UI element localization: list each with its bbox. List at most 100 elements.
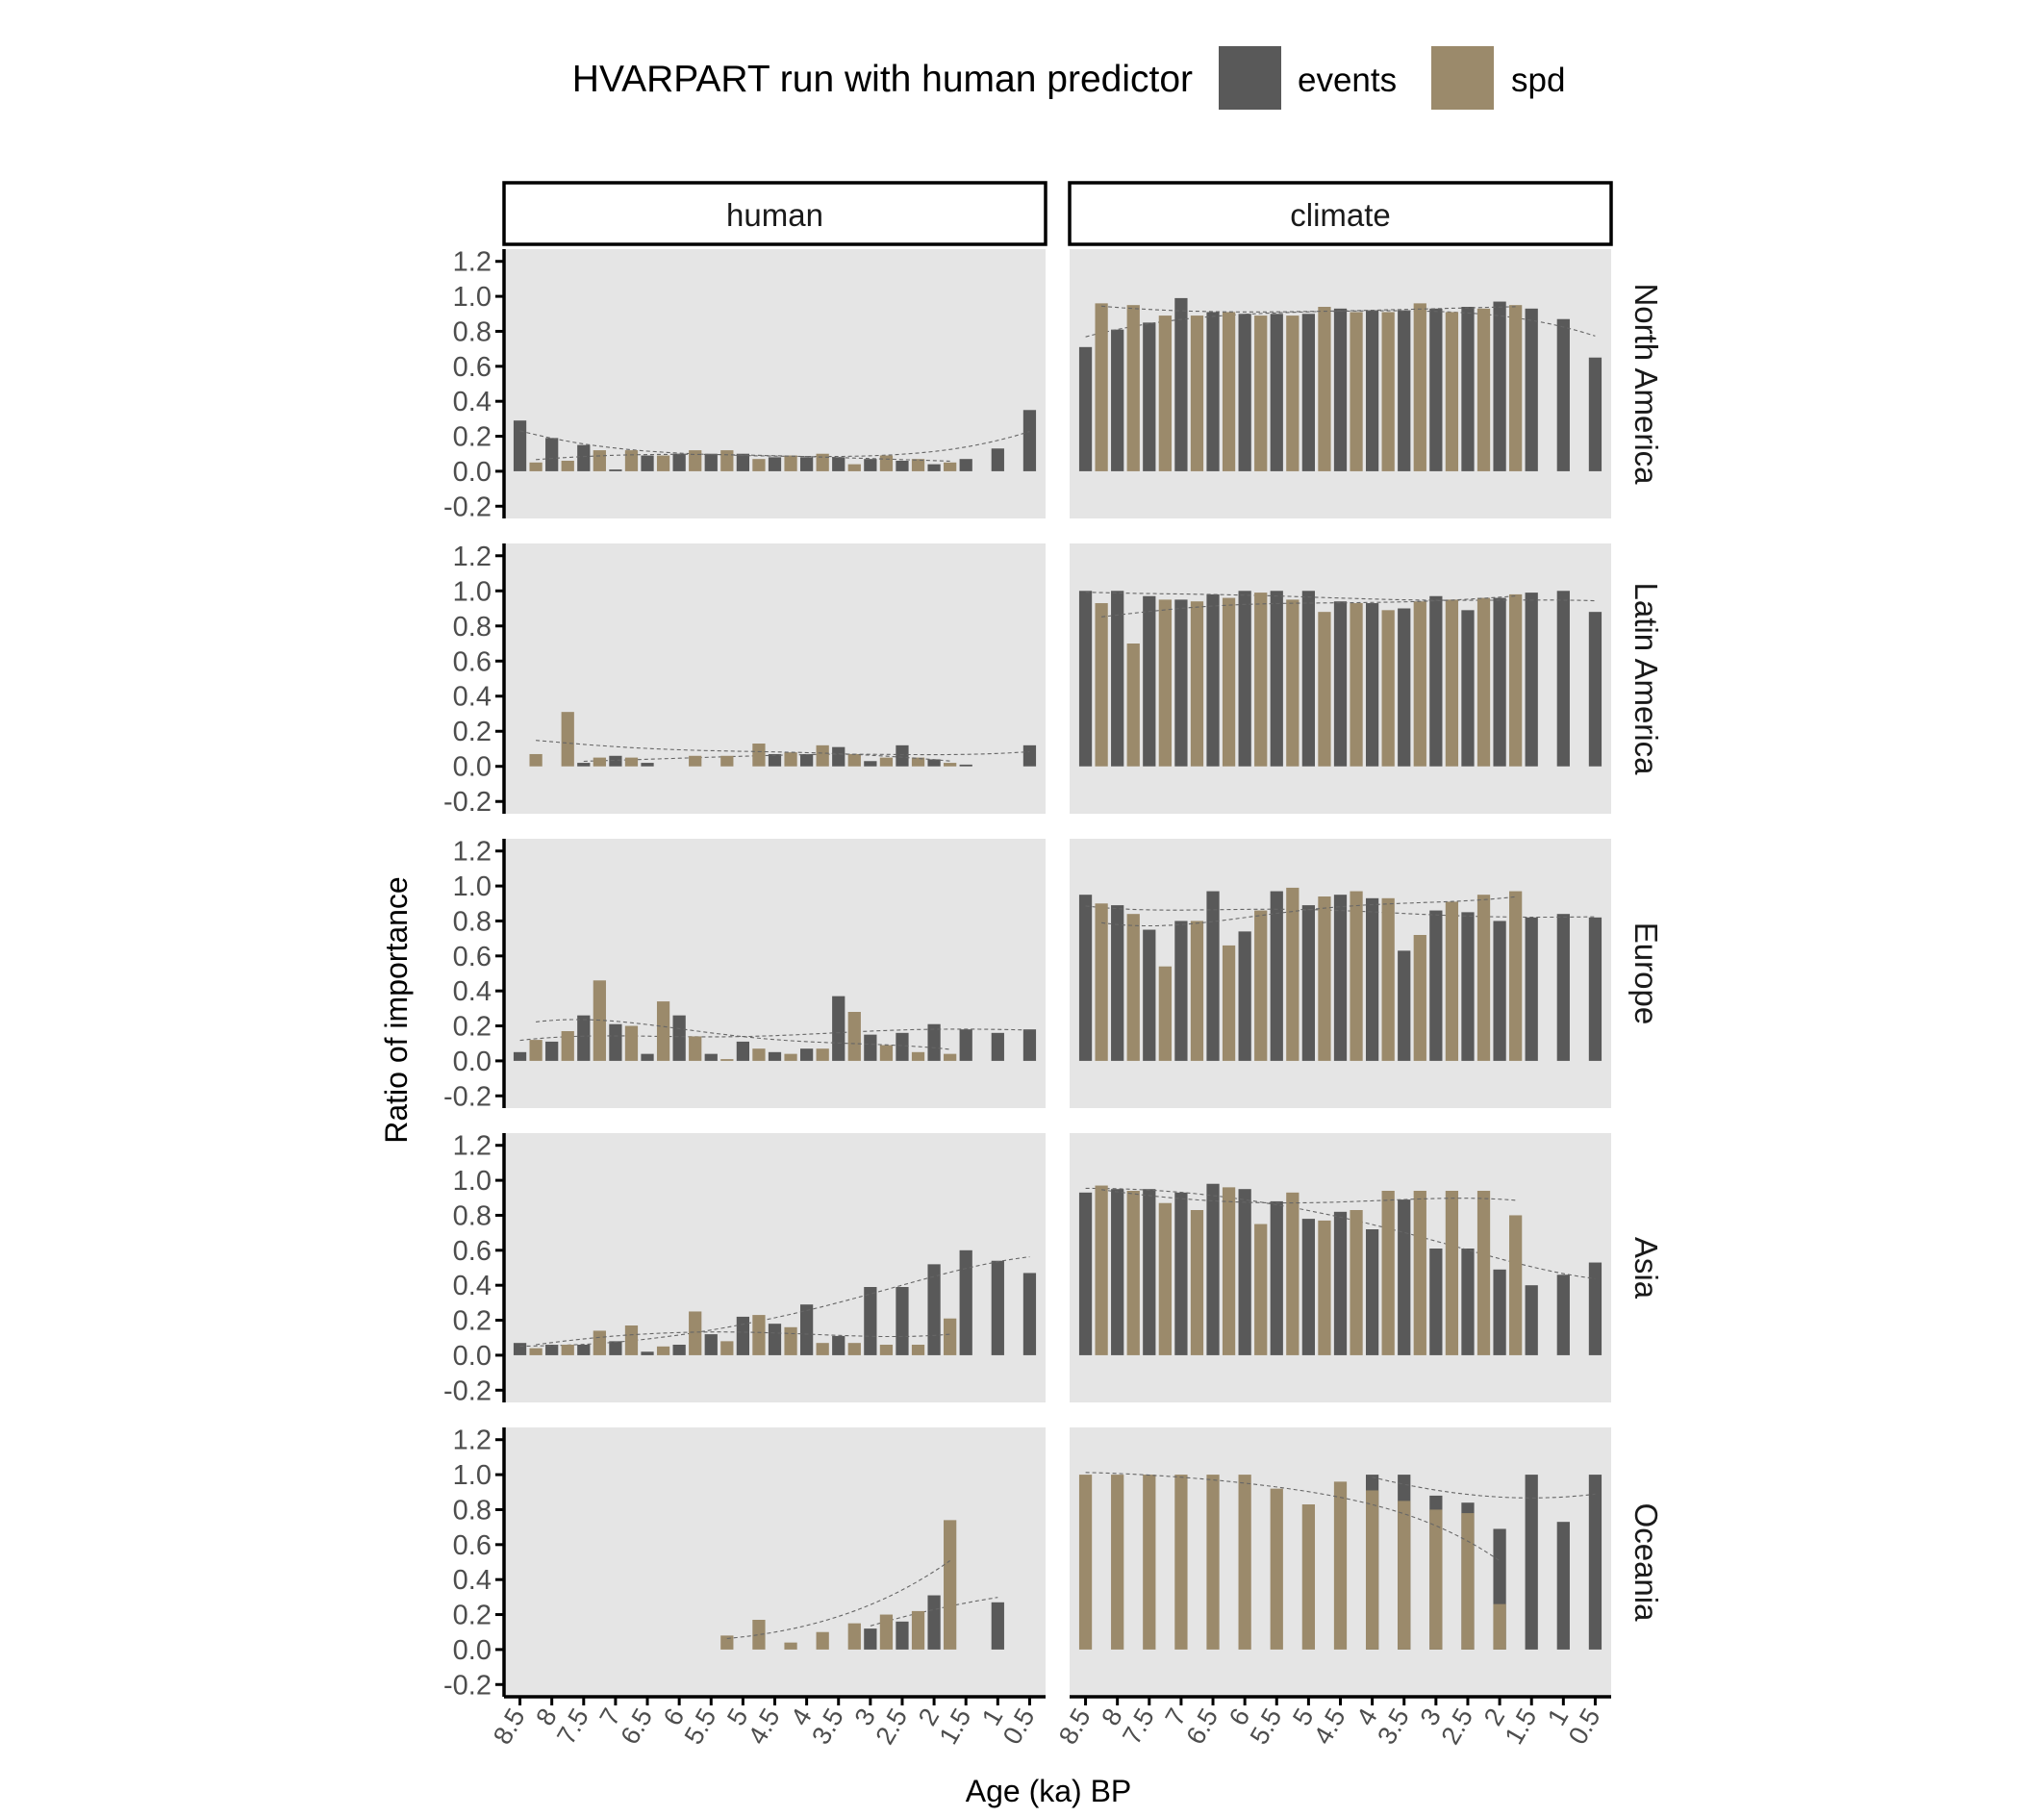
bar-events [672, 453, 686, 471]
bar-spd [1398, 1501, 1411, 1650]
bar-events [1143, 322, 1156, 471]
bar-spd [944, 1053, 957, 1061]
bar-spd [720, 1635, 734, 1650]
bar-spd [1254, 315, 1268, 471]
smooth-line-spd [536, 1331, 950, 1346]
bar-events [641, 1053, 654, 1061]
panel-europe-human: -0.2 0.0 0.2 0.4 0.6 0.8 1.01.2 [443, 837, 1046, 1112]
x-tick-label: 1.5 [934, 1703, 977, 1750]
bar-spd [1445, 599, 1459, 767]
bar-events [1078, 895, 1093, 1061]
bar-spd [1190, 921, 1204, 1061]
bar-events [991, 1032, 1004, 1061]
y-tick-label: 0.4 [453, 682, 492, 713]
bar-events [1493, 921, 1506, 1061]
bar-spd [847, 464, 861, 471]
bar-spd [752, 1315, 766, 1355]
facet-row-label-asia: Asia [1628, 1237, 1664, 1300]
y-tick-label: 0.4 [453, 387, 492, 417]
bar-events [1333, 308, 1348, 471]
y-axis: -0.20.00.20.40.60.81.01.2 [443, 1131, 506, 1406]
bar-events [1365, 1229, 1379, 1355]
panel-background [504, 543, 1046, 814]
bar-spd [1222, 1187, 1236, 1355]
bar-spd [752, 1620, 766, 1650]
bar-spd [624, 1325, 639, 1355]
panel-oceania-climate [1070, 1427, 1611, 1697]
bar-events [577, 444, 591, 471]
bar-events [1461, 610, 1475, 767]
bar-spd [911, 1345, 925, 1355]
bar-spd [689, 450, 702, 471]
bar-spd [1445, 312, 1459, 471]
bar-events [1022, 410, 1037, 471]
bar-events [832, 457, 845, 471]
bar-spd [1126, 305, 1140, 471]
bar-spd [944, 1318, 957, 1355]
x-tick-label: 7.5 [551, 1703, 594, 1750]
bar-spd [1381, 897, 1395, 1061]
bar-spd [1158, 315, 1172, 471]
y-tick-label: 0.8 [453, 1495, 492, 1526]
bar-events [1525, 308, 1538, 471]
x-tick-label: 8.5 [1053, 1703, 1097, 1750]
bar-spd [1333, 1481, 1348, 1650]
bar-events [1238, 1189, 1251, 1355]
smooth-line-events [519, 1028, 1030, 1042]
bar-spd [847, 1623, 861, 1650]
smooth-line-spd [1101, 896, 1516, 927]
bar-events [1174, 599, 1188, 767]
bar-spd [879, 1614, 894, 1650]
bar-events [1143, 929, 1156, 1061]
bar-events [1238, 314, 1251, 471]
bar-events [513, 420, 527, 471]
bar-spd [1350, 1210, 1363, 1355]
bar-events [927, 1595, 941, 1650]
bar-spd [656, 1001, 670, 1061]
bar-events [1333, 1211, 1348, 1355]
bar-spd [847, 1343, 861, 1355]
facet-row-label-north-america: North America [1628, 283, 1664, 485]
bar-events [832, 996, 845, 1061]
y-tick-label: 0.6 [453, 646, 492, 677]
y-tick-label: 1.0 [453, 1460, 492, 1491]
y-tick-label: 0.6 [453, 1530, 492, 1561]
bar-events [1333, 895, 1348, 1061]
bar-events [1022, 744, 1037, 767]
bar-spd [911, 1051, 925, 1061]
bar-events [1174, 1192, 1188, 1355]
bar-events [577, 1015, 591, 1061]
bar-spd [1190, 315, 1204, 471]
y-axis: -0.20.00.20.40.60.81.01.2 [443, 1426, 506, 1701]
bar-spd [1095, 903, 1108, 1061]
bar-events [959, 459, 972, 471]
bar-events [704, 1053, 718, 1061]
bar-spd [1254, 593, 1268, 767]
bar-events [1022, 1273, 1037, 1355]
x-axis-human: 8.5 87.5 76.5 65.5 54.5 43.5 32.5 21.5 10.5 [488, 1695, 1046, 1750]
bar-spd [656, 1346, 670, 1355]
bar-spd [1318, 896, 1331, 1061]
bar-events [1588, 357, 1602, 471]
bar-events [864, 761, 877, 767]
bar-spd [879, 757, 894, 767]
bar-events [1525, 1285, 1538, 1355]
bar-spd [1126, 1191, 1140, 1355]
bar-events [1398, 310, 1411, 471]
bar-events [1556, 1522, 1570, 1650]
bar-spd [1476, 308, 1491, 471]
bar-spd [784, 1642, 797, 1650]
bar-spd [1509, 1215, 1523, 1355]
bar-spd [879, 455, 894, 471]
bar-events [1022, 1029, 1037, 1061]
bar-events [959, 764, 972, 767]
bar-events [927, 464, 941, 471]
bar-events [1588, 612, 1602, 767]
bar-events [1301, 314, 1316, 471]
bar-events [1078, 346, 1093, 471]
bar-spd [1318, 612, 1331, 767]
y-tick-label: 0.8 [453, 1200, 492, 1231]
panel-north-america-human: -0.2 0.0 0.2 0.4 0.6 0.81.0 1.2 [443, 247, 1046, 522]
y-tick-label: -0.2 [443, 1081, 492, 1112]
legend-label-events: events [1298, 62, 1397, 99]
